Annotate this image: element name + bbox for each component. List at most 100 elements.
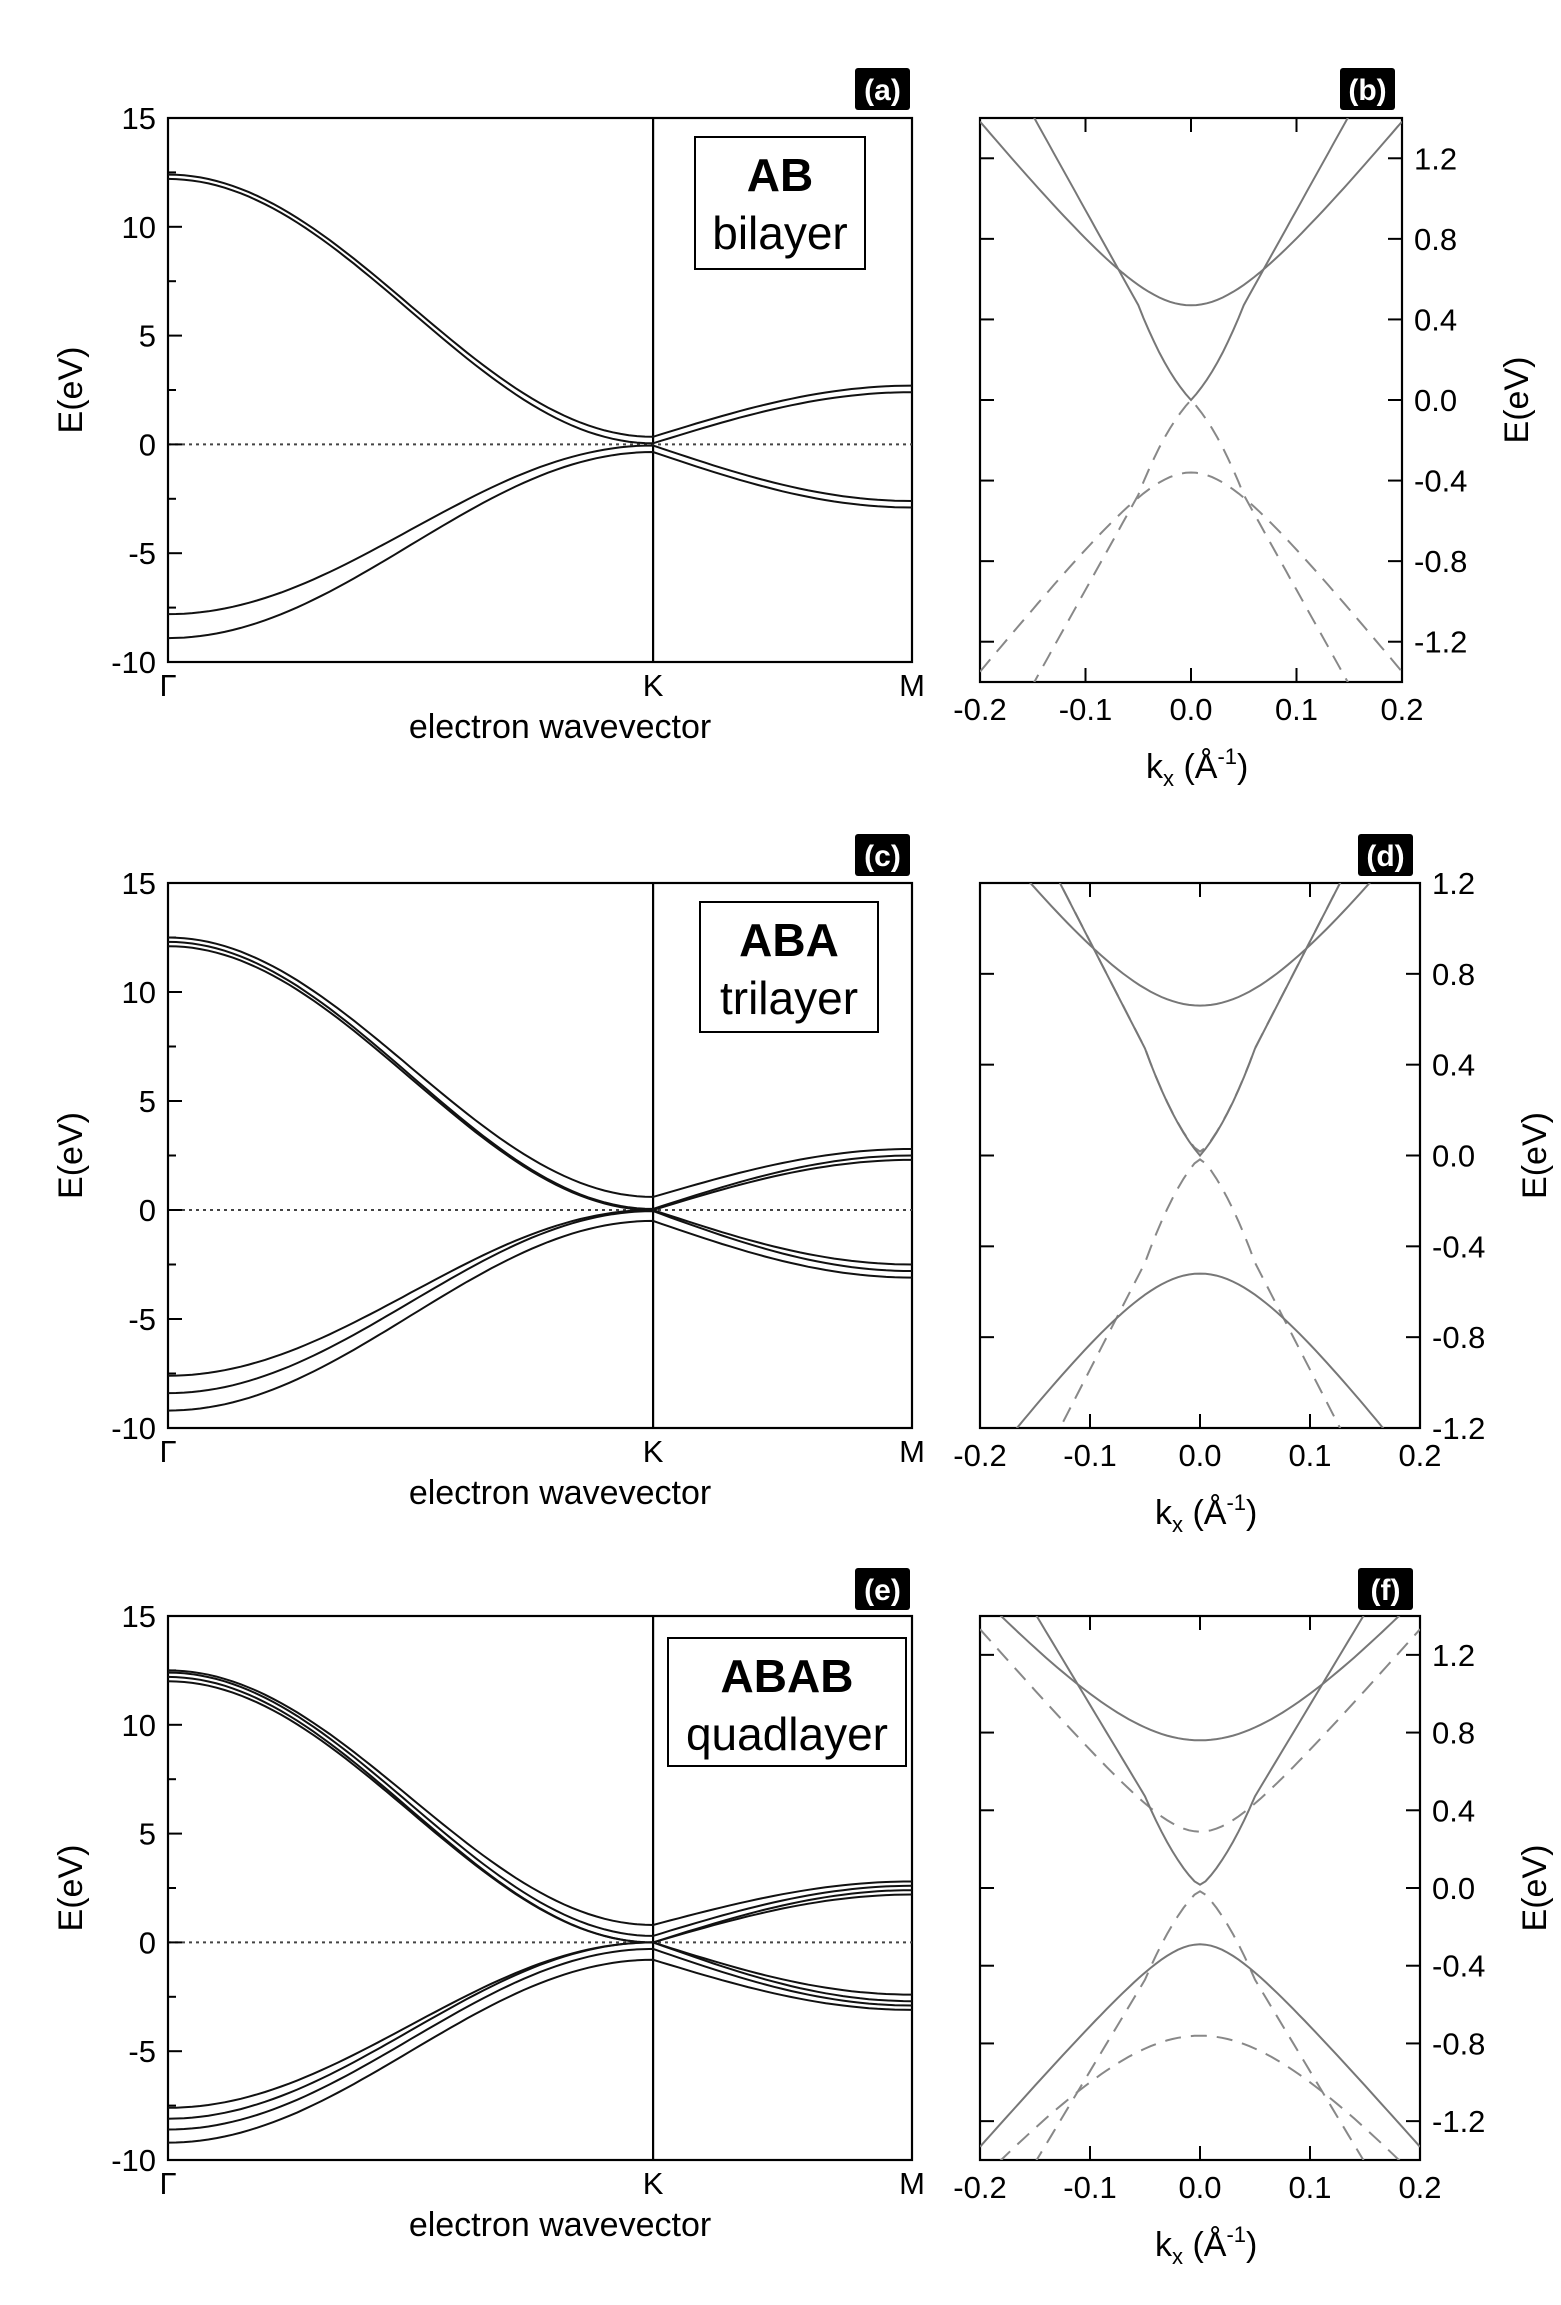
y-tick-label-f: -0.4 [1432,1949,1485,1984]
zoom-band-line-d [1058,883,1342,1153]
y-tick-label-d: 0.4 [1432,1048,1475,1083]
band-line-e [167,1958,913,2144]
x-tick-label-a: Γ [159,668,176,703]
x-axis-title-unit-b: (Å [1174,748,1218,786]
zoom-band-line-b [1033,398,1349,682]
y-tick-label-f: -0.8 [1432,2026,1485,2061]
panel-tag-bg-b [1340,68,1395,110]
x-tick-label-b: -0.2 [953,692,1006,727]
y-tick-label-b: -0.4 [1414,464,1467,499]
y-axis-title-e: E(eV) [52,1845,90,1932]
panel-tag-c: (c) [864,840,901,873]
y-tick-label-e: 15 [122,1599,156,1634]
zoom-band-line-d [1029,883,1371,1007]
x-tick-label-d: -0.1 [1063,1438,1116,1473]
x-tick-label-c: K [643,1434,664,1469]
zoom-bands-f [980,1616,1420,2160]
y-tick-label-b: -0.8 [1414,544,1467,579]
y-tick-label-d: 0.0 [1432,1139,1475,1174]
x-tick-label-f: 0.2 [1398,2170,1441,2205]
zoom-band-line-f [1035,1890,1365,2160]
x-tick-label-e: M [899,2166,925,2201]
x-tick-label-e: K [643,2166,664,2201]
panel-tag-bg-f [1358,1568,1413,1610]
x-axis-title-sub-b: x [1163,766,1174,791]
x-tick-label-d: 0.1 [1288,1438,1331,1473]
y-tick-label-d: -0.4 [1432,1229,1485,1264]
y-tick-label-c: -5 [128,1302,156,1337]
x-tick-label-f: 0.0 [1178,2170,1221,2205]
panel-tag-d: (d) [1366,840,1404,873]
panel-tag-bg-e [855,1568,910,1610]
band-line-c [167,945,912,1212]
band-line-c [167,940,913,1210]
zoom-band-line-d [1058,1158,1342,1428]
band-line-c [167,936,912,1198]
x-axis-title-close-b: ) [1237,748,1248,786]
zoom-band-line-f [980,1943,1420,2148]
band-line-e [167,1680,913,1944]
x-tick-label-f: -0.2 [953,2170,1006,2205]
y-tick-label-c: 15 [122,866,156,901]
y-tick-label-e: -5 [128,2034,156,2069]
x-tick-label-b: -0.1 [1059,692,1112,727]
x-axis-title-sup-f: -1 [1226,2222,1246,2247]
panel-tag-e: (e) [864,1574,901,1607]
band-line-e [167,1669,912,1927]
plot-frame-f [978,1614,1422,2162]
y-axis-title-f: E(eV) [1516,1845,1554,1932]
layer-count-label-a: bilayer [712,207,848,259]
x-tick-label-a: K [643,668,664,703]
x-tick-label-b: 0.2 [1380,692,1423,727]
band-line-e [167,1941,913,2120]
y-tick-label-a: 0 [139,427,156,462]
y-tick-label-e: 10 [122,1708,156,1743]
y-tick-label-c: 10 [122,975,156,1010]
layer-count-label-e: quadlayer [686,1708,888,1760]
y-tick-label-e: 5 [139,1817,156,1852]
band-line-a [167,177,912,445]
x-axis-title-k-b: k [1146,748,1164,786]
y-axis-title-b: E(eV) [1498,357,1536,444]
y-tick-label-a: 5 [139,319,156,354]
y-tick-label-f: -1.2 [1432,2104,1485,2139]
y-tick-label-c: 5 [139,1084,156,1119]
panel-tag-a: (a) [864,74,901,107]
y-tick-label-b: 0.8 [1414,222,1457,257]
y-axis-title-d: E(eV) [1516,1112,1554,1199]
y-tick-label-a: 10 [122,210,156,245]
x-axis-title-e: electron wavevector [409,2206,711,2244]
x-axis-title-f: kx (Å-1) [1155,2222,1257,2269]
y-tick-label-e: 0 [139,1925,156,1960]
y-tick-label-f: 1.2 [1432,1638,1475,1673]
band-line-e [167,1941,912,2109]
stacking-label-a: AB [747,149,813,201]
y-axis-title-a: E(eV) [52,347,90,434]
y-tick-label-d: -1.2 [1432,1411,1485,1446]
zoom-band-line-d [1058,883,1342,1158]
band-line-e [167,1671,913,1937]
band-line-a [167,450,913,640]
x-tick-label-b: 0.1 [1275,692,1318,727]
panel-tag-bg-d [1358,834,1413,876]
x-tick-label-d: -0.2 [953,1438,1006,1473]
y-tick-label-a: 15 [122,101,156,136]
x-axis-title-d: kx (Å-1) [1155,1490,1257,1537]
y-tick-label-b: -1.2 [1414,625,1467,660]
x-tick-label-e: Γ [159,2166,176,2201]
zoom-band-line-f [999,1616,1401,1742]
band-line-a [167,444,913,616]
panel-tag-b: (b) [1348,74,1386,107]
y-tick-label-a: -10 [111,645,156,680]
x-axis-title-unit-f: (Å [1183,2226,1227,2264]
x-axis-title-c: electron wavevector [409,1474,711,1512]
zoom-bands-b [980,118,1402,682]
band-line-c [167,1210,912,1395]
band-line-c [167,1208,913,1377]
y-tick-label-b: 0.0 [1414,383,1457,418]
x-axis-title-sup-d: -1 [1226,1490,1246,1515]
y-tick-label-d: -0.8 [1432,1320,1485,1355]
x-axis-title-sup-b: -1 [1217,744,1237,769]
stacking-label-box-e [667,1637,907,1767]
